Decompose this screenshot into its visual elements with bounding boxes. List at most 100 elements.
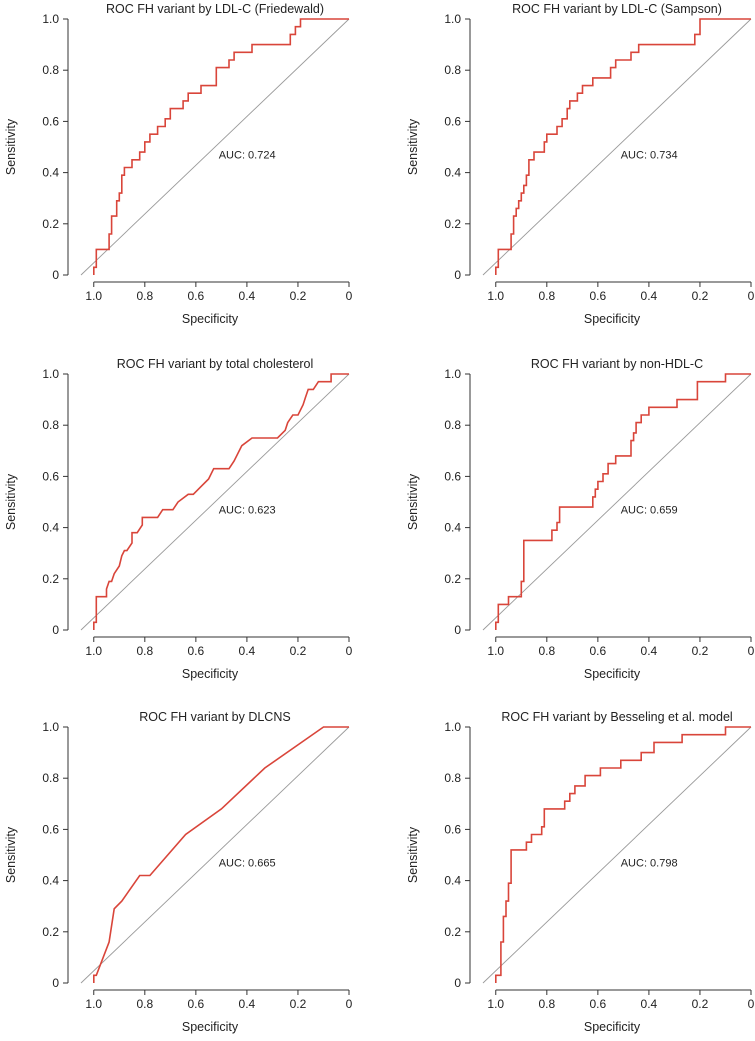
- chart-6-x-tick-label: 0.4: [641, 997, 658, 1011]
- chart-6-x-tick-label: 0.8: [538, 997, 555, 1011]
- chart-5-ylabel: Sensitivity: [4, 826, 18, 883]
- chart-2-roc-curve: [494, 18, 751, 275]
- chart-3-xlabel: Specificity: [182, 667, 239, 681]
- chart-6-x-tick-label: 0: [748, 997, 755, 1011]
- chart-5-y-tick-label: 0.4: [42, 874, 59, 888]
- chart-5-y-tick-label: 0.6: [42, 822, 59, 836]
- chart-2-y-tick-label: 0.4: [444, 166, 461, 180]
- chart-3-y-tick-label: 1.0: [42, 367, 59, 381]
- chart-2-x-tick-label: 0: [748, 289, 755, 303]
- chart-1-ylabel: Sensitivity: [4, 118, 18, 175]
- chart-2-reference-diagonal: [482, 18, 752, 276]
- chart-5-y-tick-label: 0.8: [42, 771, 59, 785]
- chart-5-reference-diagonal: [80, 726, 350, 984]
- chart-3-ylabel: Sensitivity: [4, 473, 18, 530]
- chart-5: ROC FH variant by DLCNS 1.0 0.8 0.6 0.4 0.2 0 0…: [4, 710, 353, 1034]
- chart-3: ROC FH variant by total cholesterol 1.0 0.…: [4, 357, 353, 681]
- chart-1-y-tick-label: 0: [52, 268, 59, 282]
- chart-2-y-tick-label: 0: [454, 268, 461, 282]
- chart-3-x-tick-label: 0.8: [136, 644, 153, 658]
- chart-1-title: ROC FH variant by LDL-C (Friedewald): [106, 2, 324, 16]
- chart-1-y-tick-label: 1.0: [42, 12, 59, 26]
- chart-1-x-tick-label: 0: [346, 289, 353, 303]
- chart-3-x-tick-label: 1.0: [85, 644, 102, 658]
- chart-3-y-tick-label: 0.6: [42, 469, 59, 483]
- chart-5-roc-curve: [93, 726, 349, 983]
- chart-6-y-tick-label: 0: [454, 976, 461, 990]
- chart-5-x-tick-label: 0: [346, 997, 353, 1011]
- chart-4-xlabel: Specificity: [584, 667, 641, 681]
- chart-6-y-tick-label: 1.0: [444, 720, 461, 734]
- chart-6-y-tick-label: 0.6: [444, 822, 461, 836]
- chart-3-x-tick-label: 0.2: [290, 644, 307, 658]
- chart-4-x-tick-label: 0.2: [692, 644, 709, 658]
- chart-2-y-tick-label: 1.0: [444, 12, 461, 26]
- chart-6-title: ROC FH variant by Besseling et al. model: [501, 710, 732, 724]
- chart-3-y-tick-label: 0.4: [42, 521, 59, 535]
- chart-2-auc-label: AUC: 0.734: [621, 150, 678, 162]
- chart-5-x-tick-label: 1.0: [85, 997, 102, 1011]
- chart-4-y-tick-label: 0.4: [444, 521, 461, 535]
- chart-1-x-tick-label: 0.4: [239, 289, 256, 303]
- chart-2-y-tick-label: 0.2: [444, 217, 461, 231]
- chart-1-auc-label: AUC: 0.724: [219, 150, 276, 162]
- chart-4-roc-curve: [494, 373, 751, 630]
- chart-6-x-tick-label: 0.6: [590, 997, 607, 1011]
- chart-3-y-tick-label: 0.2: [42, 572, 59, 586]
- chart-2-title: ROC FH variant by LDL-C (Sampson): [512, 2, 722, 16]
- chart-2-x-tick-label: 0.8: [538, 289, 555, 303]
- chart-4-x-tick-label: 0.4: [641, 644, 658, 658]
- chart-6-roc-curve: [494, 726, 751, 983]
- chart-2-xlabel: Specificity: [584, 312, 641, 326]
- chart-5-x-tick-label: 0.6: [188, 997, 205, 1011]
- chart-3-x-tick-label: 0.6: [188, 644, 205, 658]
- chart-1-xlabel: Specificity: [182, 312, 239, 326]
- chart-1-x-tick-label: 0.8: [136, 289, 153, 303]
- chart-4-auc-label: AUC: 0.659: [621, 505, 678, 517]
- chart-1-y-tick-label: 0.2: [42, 217, 59, 231]
- chart-4-y-tick-label: 0.2: [444, 572, 461, 586]
- chart-3-reference-diagonal: [80, 373, 350, 631]
- chart-6-x-tick-label: 0.2: [692, 997, 709, 1011]
- chart-6-y-tick-label: 0.4: [444, 874, 461, 888]
- chart-5-x-tick-label: 0.2: [290, 997, 307, 1011]
- chart-4-x-tick-label: 1.0: [487, 644, 504, 658]
- chart-3-y-tick-label: 0.8: [42, 418, 59, 432]
- chart-6-auc-label: AUC: 0.798: [621, 858, 678, 870]
- chart-5-y-tick-label: 0: [52, 976, 59, 990]
- chart-2-y-tick-label: 0.8: [444, 63, 461, 77]
- chart-6-x-tick-label: 1.0: [487, 997, 504, 1011]
- chart-2-y-tick-label: 0.6: [444, 114, 461, 128]
- chart-1: ROC FH variant by LDL-C (Friedewald) 1.0 0…: [4, 2, 353, 326]
- chart-1-reference-diagonal: [80, 18, 350, 276]
- chart-6-reference-diagonal: [482, 726, 752, 984]
- chart-4-x-tick-label: 0.6: [590, 644, 607, 658]
- chart-5-x-tick-label: 0.8: [136, 997, 153, 1011]
- chart-3-title: ROC FH variant by total cholesterol: [117, 357, 314, 371]
- chart-5-auc-label: AUC: 0.665: [219, 858, 276, 870]
- chart-2-x-tick-label: 0.2: [692, 289, 709, 303]
- chart-4-reference-diagonal: [482, 373, 752, 631]
- chart-4-y-tick-label: 0: [454, 623, 461, 637]
- chart-4-x-tick-label: 0: [748, 644, 755, 658]
- chart-4-x-tick-label: 0.8: [538, 644, 555, 658]
- chart-5-xlabel: Specificity: [182, 1020, 239, 1034]
- chart-1-roc-curve: [93, 18, 349, 275]
- chart-5-y-tick-label: 1.0: [42, 720, 59, 734]
- chart-3-roc-curve: [93, 373, 349, 630]
- chart-2-x-tick-label: 1.0: [487, 289, 504, 303]
- chart-4-title: ROC FH variant by non-HDL-C: [531, 357, 703, 371]
- chart-4-y-tick-label: 0.8: [444, 418, 461, 432]
- chart-1-x-tick-label: 1.0: [85, 289, 102, 303]
- chart-6-xlabel: Specificity: [584, 1020, 641, 1034]
- chart-4-y-tick-label: 1.0: [444, 367, 461, 381]
- chart-3-auc-label: AUC: 0.623: [219, 505, 276, 517]
- chart-1-x-tick-label: 0.2: [290, 289, 307, 303]
- chart-4-y-tick-label: 0.6: [444, 469, 461, 483]
- chart-1-x-tick-label: 0.6: [188, 289, 205, 303]
- chart-3-x-tick-label: 0.4: [239, 644, 256, 658]
- chart-6-ylabel: Sensitivity: [406, 826, 420, 883]
- chart-2-ylabel: Sensitivity: [406, 118, 420, 175]
- chart-4: ROC FH variant by non-HDL-C 1.0 0.8 0.6 0.4 0…: [406, 357, 755, 681]
